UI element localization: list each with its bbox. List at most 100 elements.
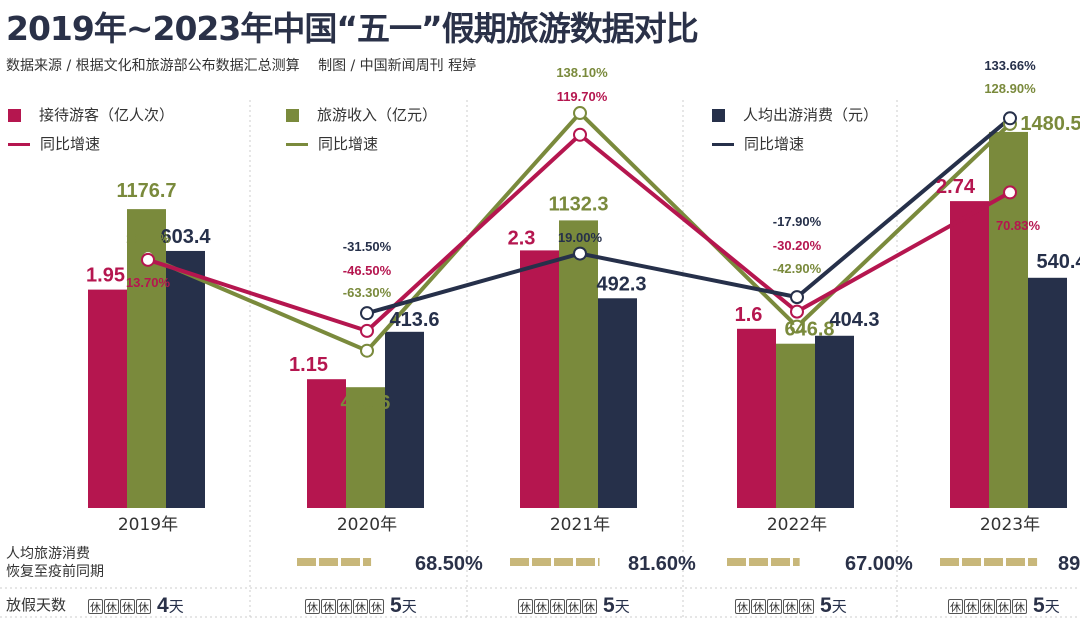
bar-0-4 <box>950 201 989 508</box>
recovery-label-line2: 恢复至疫前同期 <box>6 564 104 580</box>
bar-2-2 <box>598 298 637 508</box>
recovery-segment <box>319 558 338 566</box>
bar-value-label: 404.3 <box>829 309 879 331</box>
growth-point <box>360 306 374 321</box>
legend-label: 接待游客（亿人次） <box>39 106 175 124</box>
days-unit: 天 <box>401 597 417 616</box>
bar-0-1 <box>307 379 346 508</box>
recovery-segment <box>341 558 360 566</box>
growth-label: 16.10% <box>126 231 171 246</box>
bar-2-3 <box>815 335 854 508</box>
days-unit: 天 <box>1044 597 1060 616</box>
bar-0-2 <box>520 250 559 508</box>
rest-day-icon: 休 <box>964 598 979 614</box>
bar-value-label: 1.95 <box>86 265 125 287</box>
growth-point <box>360 343 374 358</box>
growth-label: -63.30% <box>343 285 392 300</box>
bar-1-1 <box>346 387 385 508</box>
bar-value-label: 1480.56 <box>1020 113 1080 135</box>
legend-label: 同比增速 <box>318 135 379 153</box>
rest-day-icon: 休 <box>88 598 103 614</box>
recovery-value: 89.56% <box>1058 553 1080 575</box>
x-tick-label: 2021年 <box>550 515 610 535</box>
rest-day-icon: 休 <box>550 598 565 614</box>
days-unit: 天 <box>831 597 847 616</box>
days-unit: 天 <box>168 597 184 616</box>
bar-0-0 <box>88 289 127 508</box>
bar-value-label: 492.3 <box>596 273 646 295</box>
legend-swatch <box>286 109 299 122</box>
growth-label: -17.90% <box>773 214 822 229</box>
bar-value-label: 646.8 <box>784 319 834 341</box>
days-count: 5 <box>603 594 615 617</box>
legend-swatch <box>712 109 725 122</box>
growth-label: 128.90% <box>984 81 1036 96</box>
growth-label: 133.66% <box>984 58 1036 73</box>
recovery-segment <box>1028 558 1038 566</box>
recovery-value: 68.50% <box>415 553 483 575</box>
recovery-segment <box>363 558 372 566</box>
rest-day-icon: 休 <box>948 598 963 614</box>
growth-label: 70.83% <box>996 218 1041 233</box>
recovery-segment <box>984 558 1003 566</box>
legend-line <box>712 143 734 146</box>
rest-day-icon: 休 <box>305 598 320 614</box>
bar-2-4 <box>1028 277 1067 508</box>
legend-swatch <box>8 109 21 122</box>
growth-point <box>790 319 804 334</box>
growth-point <box>141 252 155 267</box>
bar-value-label: 413.6 <box>389 309 439 331</box>
holiday-days: 休休休休休 5天 <box>518 594 630 618</box>
rest-day-icon: 休 <box>799 598 814 614</box>
rest-day-icon: 休 <box>735 598 750 614</box>
rest-day-icon: 休 <box>120 598 135 614</box>
bar-value-label: 603.4 <box>160 226 211 248</box>
bar-2-0 <box>166 250 205 508</box>
growth-point <box>573 246 587 261</box>
bar-value-label: 1176.7 <box>116 180 176 202</box>
recovery-segment <box>771 558 790 566</box>
days-count: 5 <box>1033 594 1045 617</box>
growth-point <box>1003 111 1017 126</box>
rest-day-icon: 休 <box>566 598 581 614</box>
rest-day-icon: 休 <box>1012 598 1027 614</box>
growth-label: 138.10% <box>556 65 608 80</box>
page-title: 2019年~2023年中国“五一”假期旅游数据对比 <box>6 9 699 48</box>
growth-point <box>360 323 374 338</box>
bar-value-label: 2.74 <box>936 176 976 198</box>
rest-day-icon: 休 <box>980 598 995 614</box>
growth-label: -46.50% <box>343 263 392 278</box>
recovery-value: 67.00% <box>845 553 913 575</box>
rest-day-icon: 休 <box>321 598 336 614</box>
bar-1-3 <box>776 343 815 508</box>
bar-1-2 <box>559 220 598 508</box>
bar-0-3 <box>737 328 776 508</box>
subtitle: 数据来源 / 根据文化和旅游部公布数据汇总测算 制图 / 中国新闻周刊 程婷 <box>6 58 477 74</box>
bar-value-label: 475.6 <box>340 392 390 414</box>
rest-day-icon: 休 <box>751 598 766 614</box>
rest-day-icon: 休 <box>104 598 119 614</box>
recovery-segment <box>598 558 600 566</box>
x-tick-label: 2020年 <box>337 515 397 535</box>
recovery-value: 81.60% <box>628 553 696 575</box>
growth-label: -42.90% <box>773 261 822 276</box>
legend-revenue: 旅游收入（亿元） 同比增速 <box>286 104 437 154</box>
legend-line <box>286 143 308 146</box>
holiday-row-label: 放假天数 <box>6 596 67 614</box>
bar-value-label: 1.15 <box>289 354 328 376</box>
recovery-segment <box>727 558 746 566</box>
recovery-segment <box>510 558 529 566</box>
recovery-segment <box>554 558 573 566</box>
recovery-segment <box>1006 558 1025 566</box>
bar-2-1 <box>385 331 424 508</box>
recovery-segment <box>962 558 981 566</box>
growth-label: 13.70% <box>126 275 171 290</box>
legend-label: 同比增速 <box>40 135 101 153</box>
rest-day-icon: 休 <box>369 598 384 614</box>
rest-day-icon: 休 <box>353 598 368 614</box>
rest-day-icon: 休 <box>783 598 798 614</box>
holiday-days: 休休休休 4天 <box>88 594 184 618</box>
x-tick-label: 2022年 <box>767 515 827 535</box>
recovery-label-line1: 人均旅游消费 <box>6 546 90 562</box>
